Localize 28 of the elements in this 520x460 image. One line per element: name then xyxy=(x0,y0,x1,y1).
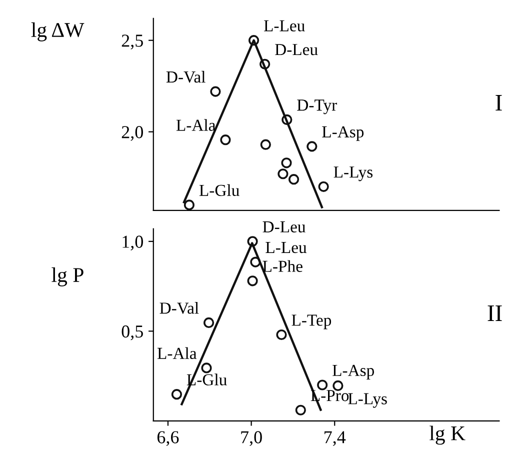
annotation: L-Leu xyxy=(266,242,307,254)
annotation: L-Ala xyxy=(176,119,216,131)
annotation: L-Lys xyxy=(334,166,373,182)
y-axis-title: lg P xyxy=(52,267,84,286)
y-tick-label: 2,0 xyxy=(122,126,143,141)
annotation: L-Ala xyxy=(157,347,197,360)
annotation: L-Lys xyxy=(348,393,387,408)
annotation: L-Glu xyxy=(199,184,240,196)
annotation: L-Phe xyxy=(262,260,302,272)
x-tick-label: 7,0 xyxy=(241,431,262,446)
annotation: D-Leu xyxy=(275,44,318,56)
y-tick-label: 1,0 xyxy=(122,236,143,250)
y-axis-title: lg ΔW xyxy=(31,22,84,42)
annotation: D-Tyr xyxy=(297,100,337,114)
annotation: L-Tep xyxy=(292,314,332,330)
annotation: I xyxy=(496,95,502,110)
x-tick-label: 6,6 xyxy=(157,431,179,446)
annotation: D-Val xyxy=(160,302,199,314)
annotation: L-Leu xyxy=(264,20,305,32)
annotation: L-Asp xyxy=(332,364,374,380)
y-tick-label: 0,5 xyxy=(122,325,143,340)
annotation: II xyxy=(488,305,502,321)
annotation: D-Leu xyxy=(262,221,306,232)
x-axis-title: lg K xyxy=(430,426,466,445)
annotation: D-Val xyxy=(166,70,206,83)
annotation: L-Asp xyxy=(322,126,364,141)
y-tick-label: 2,5 xyxy=(122,34,143,50)
x-tick-label: 7,4 xyxy=(324,431,346,446)
